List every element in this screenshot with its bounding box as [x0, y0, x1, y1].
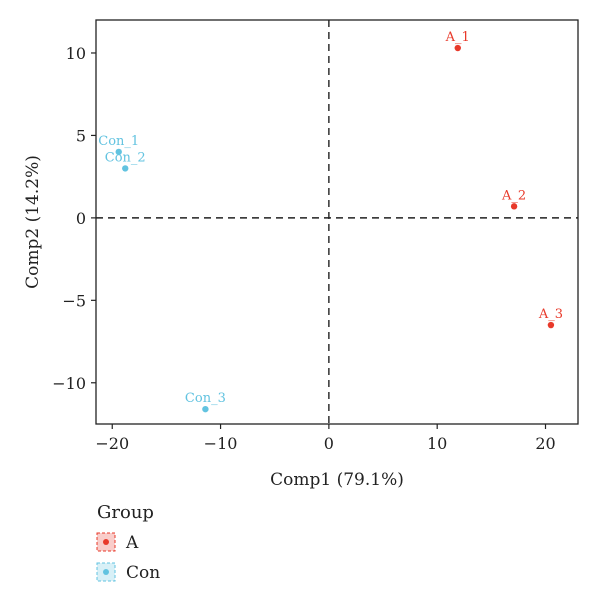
y-tick-label: 10 — [66, 44, 86, 63]
x-tick-label: 0 — [324, 434, 334, 453]
data-point-a-3 — [547, 321, 555, 329]
y-axis-title: Comp2 (14.2%) — [23, 155, 43, 289]
data-point-a-1 — [454, 44, 461, 52]
x-axis-title: Comp1 (79.1%) — [270, 470, 404, 490]
y-tick-label: −5 — [62, 291, 86, 310]
point-label: A_3 — [538, 307, 563, 322]
legend-title: Group — [97, 502, 154, 523]
data-point-con-2 — [122, 165, 129, 172]
plot-frame — [95, 19, 579, 425]
y-tick-label: 5 — [76, 126, 86, 145]
legend-key-dot — [103, 569, 109, 575]
legend-label: A — [125, 533, 139, 553]
point-label: A_2 — [501, 188, 526, 203]
legend-key-dot — [103, 539, 109, 545]
data-point-a-2 — [510, 203, 518, 210]
y-tick-label: 0 — [76, 209, 86, 228]
data-point-con-3 — [202, 405, 209, 413]
x-tick-label: 10 — [427, 434, 447, 453]
x-tick-label: 20 — [535, 434, 555, 453]
point-label: Con_1 — [98, 134, 139, 149]
point-label: Con_2 — [105, 150, 146, 165]
y-tick-label: −10 — [52, 374, 86, 393]
data-point-con-1 — [115, 148, 122, 156]
legend: Group A Con — [96, 502, 160, 583]
x-tick-label: −10 — [204, 434, 238, 453]
point-label: A_1 — [445, 30, 470, 45]
x-tick-label: −20 — [95, 434, 129, 453]
point-label: Con_3 — [185, 391, 226, 406]
legend-label: Con — [126, 563, 160, 583]
